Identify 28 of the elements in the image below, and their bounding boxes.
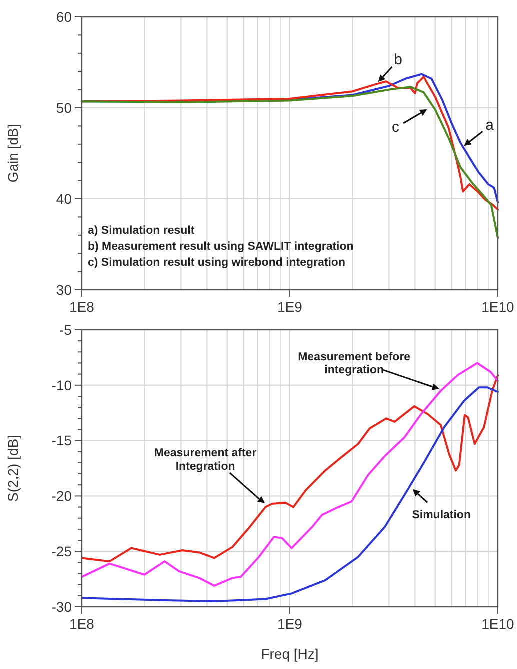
y-tick-label: -30 (52, 598, 72, 615)
y-tick-label: 60 (56, 8, 72, 25)
annotation: Measurement after Integration (154, 448, 258, 473)
annotation: Simulation (412, 510, 471, 522)
x-tick-label: 1E8 (70, 299, 95, 315)
annotation: c (392, 119, 400, 136)
annotation: c) Simulation result using wirebond integration (88, 257, 346, 269)
x-tick-label: 1E9 (278, 299, 303, 315)
y-tick-label: -15 (52, 432, 72, 449)
annotation: a) Simulation result (88, 225, 195, 237)
y-tick-label: 50 (56, 100, 72, 116)
x-tick-label: 1E10 (482, 616, 515, 632)
y-tick-label: -20 (52, 488, 72, 504)
x-axis-title: Freq [Hz] (261, 646, 319, 662)
annotation: a (486, 117, 495, 134)
y-axis-title: S(2,2) [dB] (5, 435, 21, 502)
x-tick-label: 1E10 (482, 299, 515, 315)
annotation: Measurement before integration (298, 351, 411, 377)
annotation: b) Measurement result using SAWLIT integration (88, 241, 354, 253)
annotation: b (394, 51, 402, 68)
x-tick-label: 1E9 (278, 616, 303, 632)
y-tick-label: 40 (56, 190, 72, 207)
y-tick-label: -10 (52, 377, 72, 394)
y-tick-label: -5 (60, 322, 72, 338)
y-axis-title: Gain [dB] (5, 124, 21, 183)
x-tick-label: 1E8 (70, 616, 95, 632)
y-tick-label: -25 (52, 544, 72, 560)
y-tick-label: 30 (56, 282, 72, 298)
